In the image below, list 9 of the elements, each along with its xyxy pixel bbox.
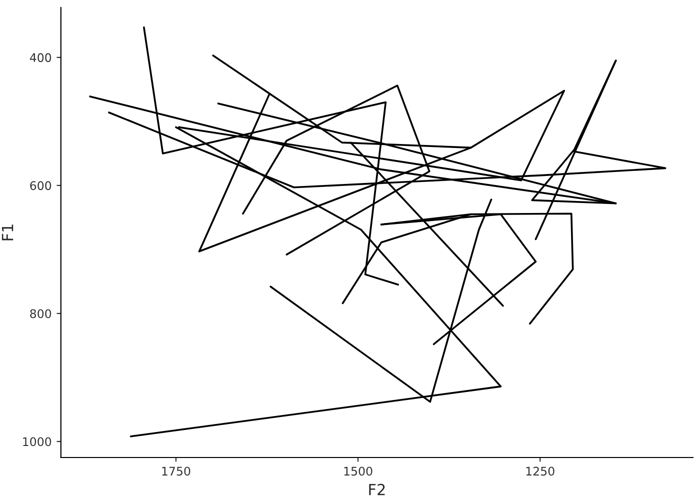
y-tick-label: 1000 (23, 437, 52, 446)
x-tick-label: 1500 (344, 466, 372, 476)
y-axis-title: F1 (2, 224, 14, 240)
y-tick-label: 600 (30, 181, 52, 190)
x-tick-label: 1750 (162, 466, 190, 476)
y-tick-label: 800 (30, 309, 52, 318)
y-tick-label: 400 (30, 53, 52, 62)
x-axis-title: F2 (369, 484, 385, 496)
x-tick-label: 1250 (526, 466, 554, 476)
